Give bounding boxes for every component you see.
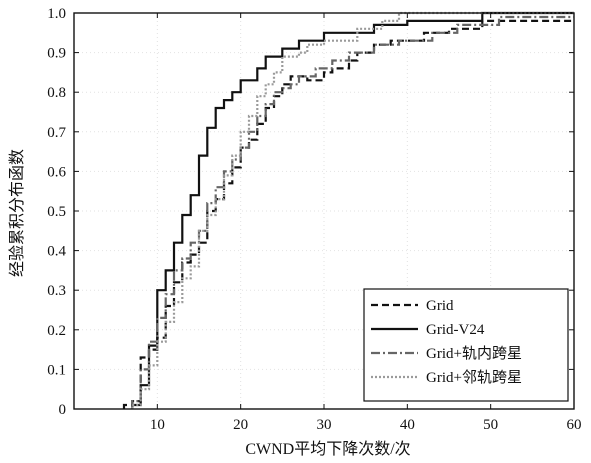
y-tick-label: 0.7: [47, 125, 66, 141]
legend-box: [363, 288, 569, 402]
legend-label-3: Grid+邻轨跨星: [426, 369, 522, 386]
x-tick-label: 60: [567, 417, 582, 433]
x-axis-label: CWND平均下降次数/次: [245, 440, 410, 458]
series-line-1: [131, 11, 574, 409]
y-tick-label: 1.0: [47, 6, 66, 22]
y-tick-label: 0.1: [47, 362, 66, 378]
y-tick-label: 0.4: [47, 244, 66, 260]
y-axis-label: 经验累积分布函数: [8, 149, 26, 277]
legend-label-2: Grid+轨内跨星: [426, 345, 522, 362]
series-lines: [122, 11, 574, 409]
y-tick-label: 0.3: [47, 283, 66, 299]
series-line-0: [122, 19, 574, 409]
y-tick-label: 0.6: [47, 164, 66, 180]
y-tick-label: 0.9: [47, 46, 66, 62]
x-tick-label: 10: [150, 417, 165, 433]
axis-ticks: 10 20 30 40 50 60 0 0.1 0.2 0.3 0.4 0.5 0.6 0.7 0.8 0.9…: [47, 6, 581, 433]
legend-label-0: Grid: [426, 298, 454, 314]
y-tick-label: 0.5: [47, 204, 66, 220]
y-tick-label: 0.8: [47, 85, 66, 101]
x-tick-label: 20: [233, 417, 248, 433]
x-tick-label: 40: [400, 417, 415, 433]
legend-label-1: Grid-V24: [426, 322, 485, 338]
y-tick-label: 0: [59, 402, 67, 418]
y-tick-label: 0.2: [47, 323, 66, 339]
x-tick-label: 50: [483, 417, 498, 433]
series-line-3: [131, 11, 574, 409]
legend: Grid Grid-V24 Grid+轨内跨星 Grid+邻轨跨星: [363, 288, 569, 402]
x-tick-label: 30: [317, 417, 332, 433]
